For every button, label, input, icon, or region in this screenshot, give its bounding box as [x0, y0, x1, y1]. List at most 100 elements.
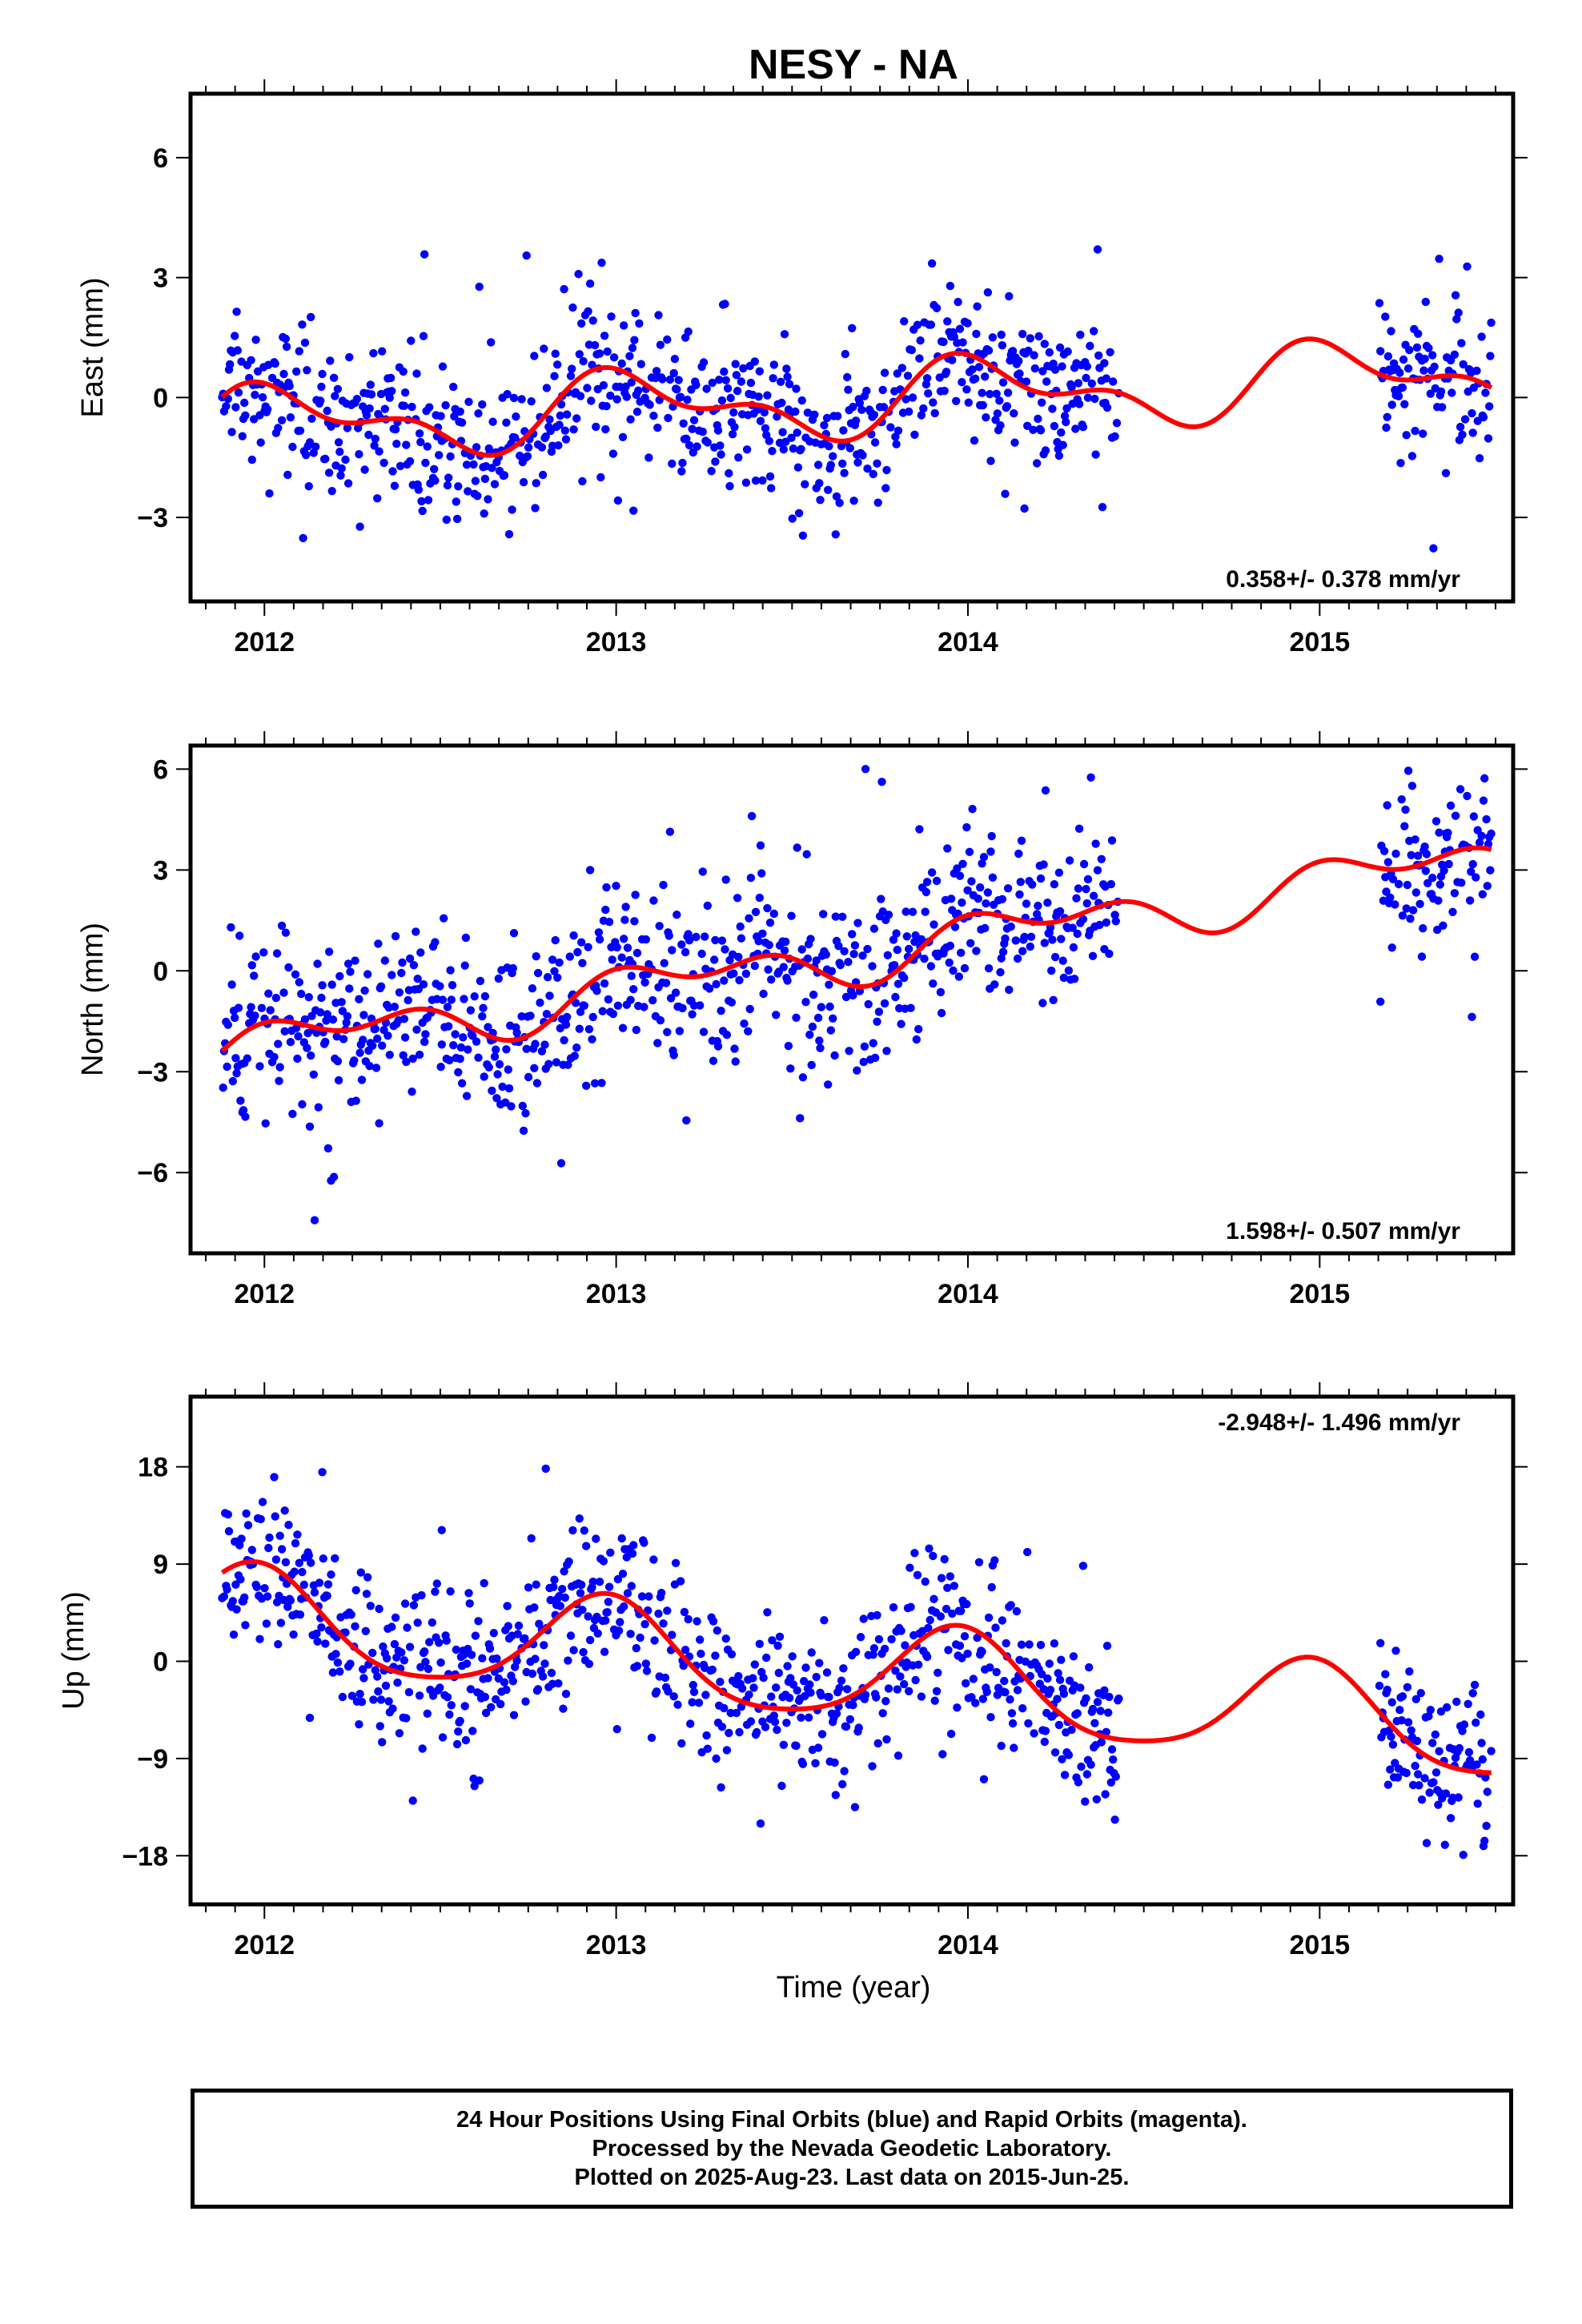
data-point	[661, 1673, 670, 1683]
data-point	[336, 471, 345, 480]
data-point	[785, 1694, 794, 1703]
data-point	[721, 945, 729, 954]
data-point	[669, 368, 678, 378]
data-point	[753, 1727, 761, 1737]
data-point	[568, 303, 577, 312]
data-point	[632, 948, 642, 958]
data-point	[456, 1716, 464, 1726]
data-point	[527, 397, 536, 406]
data-point	[1386, 1765, 1395, 1774]
data-point	[436, 412, 445, 420]
data-point	[661, 979, 671, 987]
data-point	[298, 320, 307, 329]
data-point	[1421, 866, 1431, 875]
data-point	[773, 412, 781, 421]
data-point	[1468, 408, 1476, 418]
data-point	[1110, 911, 1119, 919]
data-point	[1419, 924, 1427, 933]
data-point	[770, 1718, 780, 1727]
data-point	[1093, 245, 1102, 254]
data-point	[990, 1556, 999, 1565]
data-point	[1097, 1738, 1106, 1747]
data-point	[436, 982, 444, 991]
data-point	[403, 1623, 412, 1632]
data-point	[693, 1617, 701, 1626]
data-point	[829, 1014, 837, 1023]
data-point	[1015, 890, 1024, 899]
data-point	[1102, 1642, 1112, 1651]
data-point	[318, 1468, 327, 1477]
data-point	[481, 1708, 491, 1718]
data-point	[749, 1674, 757, 1683]
data-point	[366, 380, 375, 389]
data-point	[323, 1580, 333, 1589]
data-point	[480, 991, 490, 1001]
data-point	[979, 853, 989, 862]
data-point	[398, 958, 407, 967]
data-point	[1402, 431, 1411, 440]
data-point	[227, 980, 236, 989]
data-point	[851, 416, 861, 425]
data-point	[1003, 388, 1013, 397]
data-point	[533, 1685, 543, 1694]
data-point	[546, 1595, 555, 1605]
data-point	[902, 932, 912, 941]
data-point	[1074, 379, 1083, 388]
data-point	[408, 402, 416, 412]
data-point	[232, 1069, 241, 1078]
data-point	[737, 1703, 746, 1711]
data-point	[450, 412, 459, 421]
data-point	[1381, 1670, 1390, 1679]
data-point	[400, 1656, 409, 1665]
data-point	[545, 415, 554, 424]
data-point	[878, 385, 887, 395]
data-point	[915, 825, 924, 834]
data-point	[979, 1775, 989, 1783]
data-point	[374, 939, 383, 948]
data-point	[417, 497, 426, 506]
data-point	[436, 1683, 444, 1692]
data-point	[1016, 878, 1026, 887]
y-tick-label: 6	[153, 143, 168, 174]
data-point	[313, 959, 322, 968]
data-point	[397, 968, 406, 978]
data-point	[1050, 421, 1059, 431]
data-point	[692, 932, 701, 942]
data-point	[409, 961, 419, 970]
data-point	[855, 987, 865, 995]
data-point	[1043, 1674, 1052, 1683]
data-point	[1395, 1706, 1404, 1715]
data-point	[1459, 360, 1468, 369]
data-point	[798, 1073, 808, 1082]
data-point	[1464, 1699, 1472, 1708]
data-point	[391, 931, 400, 941]
data-point	[286, 1038, 295, 1047]
data-point	[684, 327, 693, 336]
data-point	[390, 481, 400, 490]
data-point	[550, 1575, 559, 1584]
data-point	[452, 1739, 462, 1749]
data-point	[568, 1526, 577, 1535]
data-point	[1416, 1689, 1426, 1698]
data-point	[350, 1056, 359, 1065]
data-point	[360, 986, 369, 995]
data-point	[745, 914, 753, 923]
data-point	[756, 1819, 765, 1828]
data-point	[671, 1558, 681, 1568]
data-point	[442, 515, 451, 525]
data-point	[930, 920, 938, 929]
data-point	[621, 903, 630, 911]
data-point	[1393, 1773, 1403, 1782]
data-point	[612, 1725, 621, 1734]
data-point	[555, 958, 564, 967]
data-point	[560, 1035, 568, 1045]
data-point	[1463, 791, 1472, 801]
data-point	[1067, 1725, 1076, 1735]
data-point	[881, 484, 890, 493]
plot-frame	[188, 743, 1516, 1256]
data-point	[480, 1072, 488, 1081]
data-point	[239, 1106, 248, 1115]
data-point	[400, 388, 410, 397]
data-point	[1013, 954, 1022, 963]
